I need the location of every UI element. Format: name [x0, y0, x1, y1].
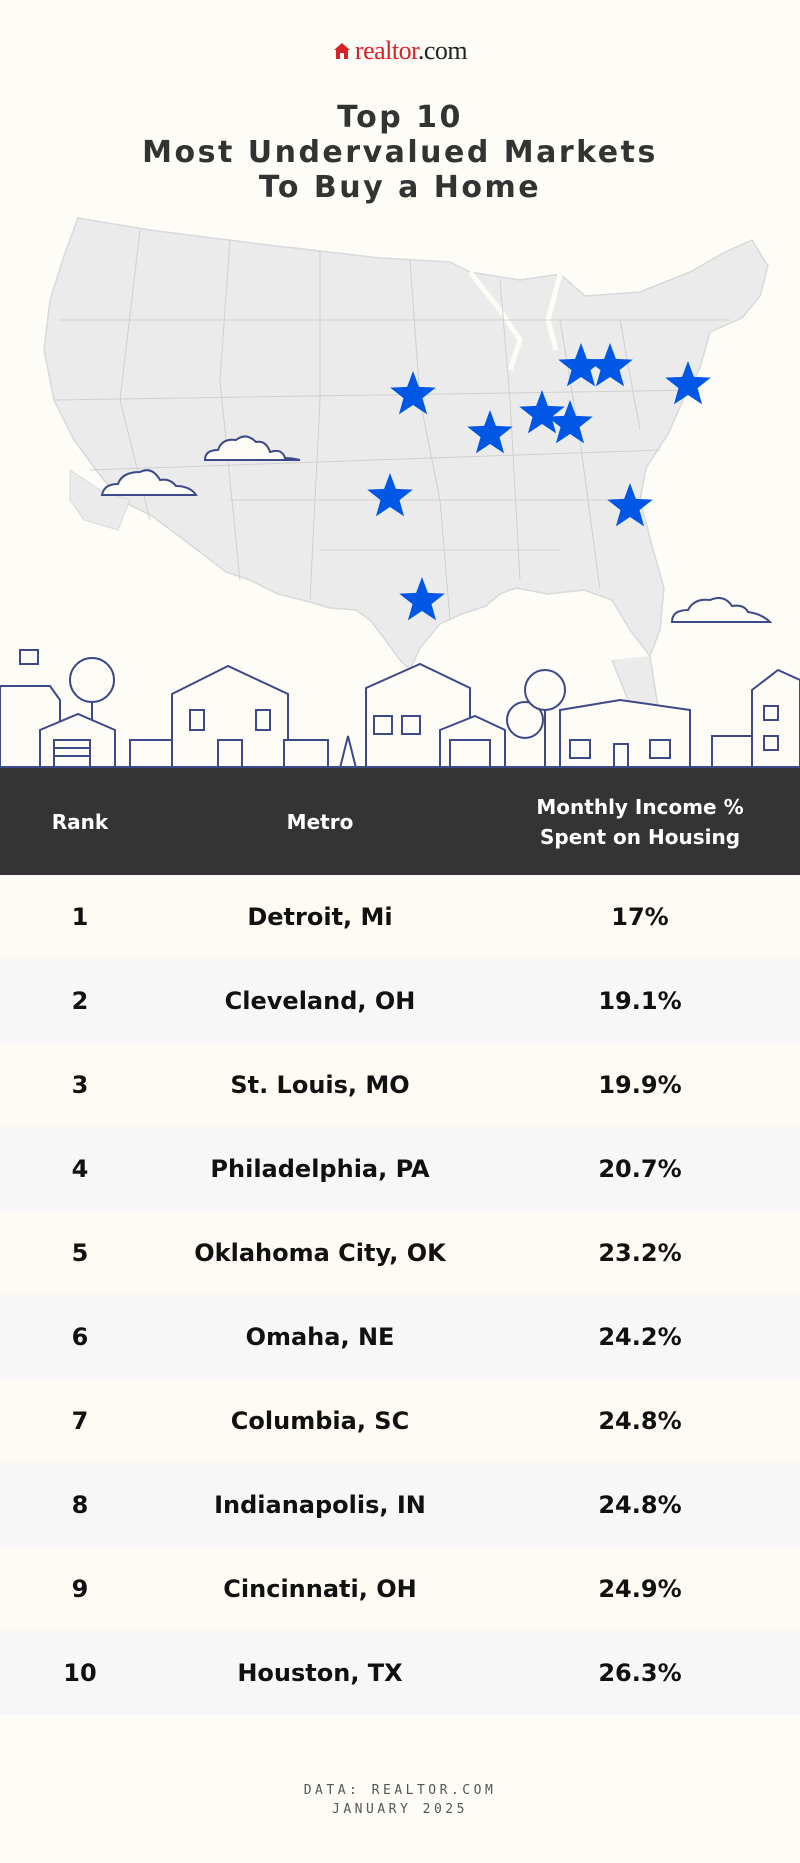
table-row: 8 Indianapolis, IN 24.8%: [0, 1463, 800, 1547]
star-icon: [390, 371, 436, 415]
table-row: 2 Cleveland, OH 19.1%: [0, 959, 800, 1043]
metro-cell: Houston, TX: [237, 1659, 403, 1687]
share-cell: 23.2%: [598, 1239, 682, 1267]
rank-cell: 4: [71, 1155, 89, 1183]
metro-cell: Cleveland, OH: [224, 987, 416, 1015]
star-icon: [558, 343, 604, 387]
brand-name: realtor.com: [354, 36, 468, 65]
cloud-icon: [670, 597, 773, 623]
houses-illustration: [0, 649, 800, 768]
share-cell: 24.2%: [598, 1323, 682, 1351]
metro-cell: Columbia, SC: [230, 1407, 410, 1435]
us-map: [43, 217, 773, 747]
rank-cell: 10: [63, 1659, 97, 1687]
metro-cell: Philadelphia, PA: [210, 1155, 430, 1183]
share-cell: 19.1%: [598, 987, 682, 1015]
star-icon: [467, 410, 513, 454]
star-markers: [367, 343, 711, 621]
share-cell: 17%: [611, 903, 669, 931]
rank-cell: 7: [71, 1407, 89, 1435]
metro-cell: St. Louis, MO: [230, 1071, 410, 1099]
table-row: 9 Cincinnati, OH 24.9%: [0, 1547, 800, 1631]
rank-cell: 3: [71, 1071, 89, 1099]
rank-cell: 2: [71, 987, 89, 1015]
star-icon: [587, 343, 633, 387]
star-icon: [519, 390, 565, 434]
title-line-2: Most Undervalued Markets: [142, 135, 658, 170]
header-income-share-line2: Spent on Housing: [539, 824, 741, 849]
page-title: Top 10 Most Undervalued Markets To Buy a…: [0, 100, 800, 205]
star-icon: [665, 361, 711, 405]
cloud-icon: [203, 435, 301, 461]
ranking-table: Rank Metro Monthly Income % Spent on Hou…: [0, 768, 800, 1715]
metro-cell: Indianapolis, IN: [214, 1491, 426, 1519]
title-line-3: To Buy a Home: [258, 170, 542, 205]
share-cell: 24.8%: [598, 1407, 682, 1435]
share-cell: 24.8%: [598, 1491, 682, 1519]
brand-name-main: realtor: [354, 36, 418, 65]
table-row: 1 Detroit, Mi 17%: [0, 875, 800, 959]
header-rank: Rank: [51, 809, 109, 834]
brand-name-suffix: .com: [417, 36, 468, 65]
share-cell: 24.9%: [598, 1575, 682, 1603]
rank-cell: 5: [71, 1239, 89, 1267]
metro-cell: Detroit, Mi: [247, 903, 393, 931]
table-row: 5 Oklahoma City, OK 23.2%: [0, 1211, 800, 1295]
header-income-share: Monthly Income % Spent on Housing: [480, 768, 800, 875]
share-cell: 19.9%: [598, 1071, 682, 1099]
metro-cell: Omaha, NE: [245, 1323, 395, 1351]
table-row: 4 Philadelphia, PA 20.7%: [0, 1127, 800, 1211]
source-line-1: DATA: REALTOR.COM: [303, 1783, 497, 1798]
source-note: DATA: REALTOR.COM JANUARY 2025: [0, 1781, 800, 1819]
table-row: 3 St. Louis, MO 19.9%: [0, 1043, 800, 1127]
cloud-icon: [100, 469, 198, 496]
header-income-share-line1: Monthly Income %: [536, 794, 744, 819]
rank-cell: 9: [71, 1575, 89, 1603]
table-row: 10 Houston, TX 26.3%: [0, 1631, 800, 1715]
table-row: 7 Columbia, SC 24.8%: [0, 1379, 800, 1463]
rank-cell: 6: [71, 1323, 89, 1351]
table-row: 6 Omaha, NE 24.2%: [0, 1295, 800, 1379]
star-icon: [367, 473, 413, 517]
rank-cell: 1: [71, 903, 89, 931]
table-header-row: Rank Metro Monthly Income % Spent on Hou…: [0, 768, 800, 875]
star-icon: [607, 483, 653, 527]
us-map-shape: [43, 217, 769, 747]
metro-cell: Oklahoma City, OK: [194, 1239, 446, 1267]
star-icon: [547, 400, 593, 444]
title-line-1: Top 10: [337, 100, 463, 135]
share-cell: 26.3%: [598, 1659, 682, 1687]
source-line-2: JANUARY 2025: [332, 1802, 468, 1817]
header-metro: Metro: [286, 809, 354, 834]
rank-cell: 8: [71, 1491, 89, 1519]
house-icon: [333, 43, 350, 59]
brand-logo: realtor.com: [0, 36, 800, 66]
metro-cell: Cincinnati, OH: [223, 1575, 417, 1603]
star-icon: [399, 577, 445, 621]
share-cell: 20.7%: [598, 1155, 682, 1183]
